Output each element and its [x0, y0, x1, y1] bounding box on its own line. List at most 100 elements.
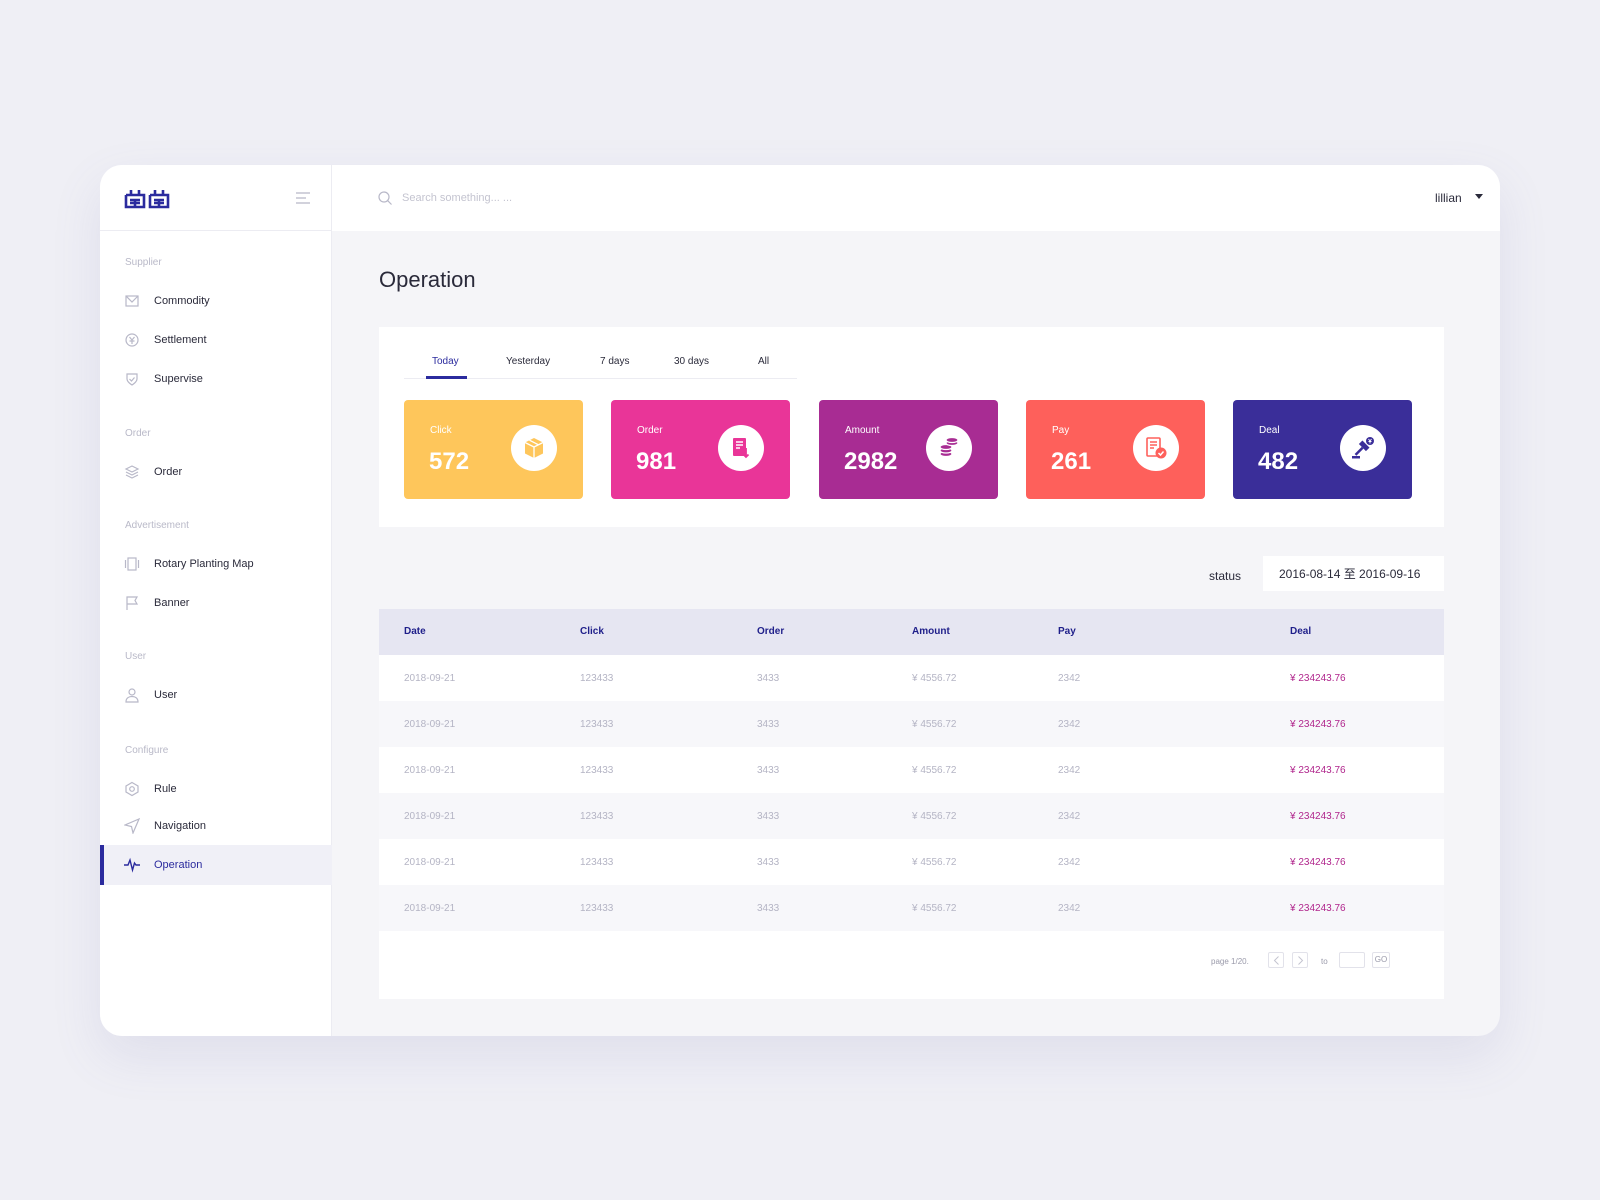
sidebar: Supplier Commodity Settlement Supervise …	[100, 165, 332, 1036]
cell-click: 123433	[580, 811, 614, 822]
top-bar: lillian	[332, 165, 1500, 231]
sidebar-item-label: Settlement	[154, 334, 207, 346]
column-header-order[interactable]: Order	[757, 626, 785, 637]
user-icon	[125, 688, 139, 703]
coins-icon	[926, 425, 972, 471]
sidebar-item-rule[interactable]: Rule	[100, 769, 332, 809]
sidebar-item-label: Commodity	[154, 295, 210, 307]
stat-card-order[interactable]: Order 981	[611, 400, 790, 499]
sidebar-item-label: Navigation	[154, 820, 206, 832]
chevron-left-icon	[1273, 956, 1279, 965]
tab-yesterday[interactable]: Yesterday	[506, 356, 551, 367]
status-label: status	[1209, 569, 1242, 583]
prev-page-button[interactable]	[1268, 952, 1284, 968]
stat-card-click[interactable]: Click 572	[404, 400, 583, 499]
sidebar-item-order[interactable]: Order	[100, 452, 332, 492]
cell-date: 2018-09-21	[404, 673, 456, 684]
next-page-button[interactable]	[1292, 952, 1308, 968]
tab-all[interactable]: All	[758, 356, 770, 367]
tab-today[interactable]: Today	[432, 356, 459, 367]
sidebar-item-label: Banner	[154, 597, 190, 609]
cell-deal: ¥ 234243.76	[1290, 673, 1346, 684]
section-title-advertisement: Advertisement	[125, 520, 189, 531]
section-title-user: User	[125, 651, 147, 662]
cell-amount: ¥ 4556.72	[912, 857, 957, 868]
logo-icon	[124, 190, 170, 209]
table-row[interactable]: 2018-09-21 123433 3433 ¥ 4556.72 2342 ¥ …	[379, 747, 1444, 793]
stat-card-value: 981	[636, 448, 677, 475]
tab-30-days[interactable]: 30 days	[674, 356, 710, 367]
time-range-tabs: Today Yesterday 7 days 30 days All	[404, 347, 797, 379]
cell-deal: ¥ 234243.76	[1290, 719, 1346, 730]
carousel-icon	[124, 557, 140, 571]
tab-7-days[interactable]: 7 days	[600, 356, 630, 367]
sidebar-item-supervise[interactable]: Supervise	[100, 359, 332, 399]
cell-deal: ¥ 234243.76	[1290, 857, 1346, 868]
table-row[interactable]: 2018-09-21 123433 3433 ¥ 4556.72 2342 ¥ …	[379, 793, 1444, 839]
menu-toggle-icon[interactable]	[296, 191, 310, 205]
sidebar-item-label: User	[154, 689, 178, 701]
receipt-download-icon	[718, 425, 764, 471]
stat-card-label: Pay	[1052, 425, 1070, 436]
shield-check-icon	[126, 373, 138, 386]
envelope-check-icon	[125, 295, 139, 307]
stats-panel: Today Yesterday 7 days 30 days All Click…	[379, 327, 1444, 527]
send-arrow-icon	[124, 818, 140, 834]
bill-check-icon	[1133, 425, 1179, 471]
table-row[interactable]: 2018-09-21 123433 3433 ¥ 4556.72 2342 ¥ …	[379, 885, 1444, 931]
column-header-pay[interactable]: Pay	[1058, 626, 1076, 637]
cell-deal: ¥ 234243.76	[1290, 811, 1346, 822]
sidebar-item-navigation[interactable]: Navigation	[100, 806, 332, 846]
search-input[interactable]	[402, 188, 662, 208]
sidebar-item-settlement[interactable]: Settlement	[100, 320, 332, 360]
column-header-amount[interactable]: Amount	[912, 626, 950, 637]
cell-click: 123433	[580, 765, 614, 776]
cell-amount: ¥ 4556.72	[912, 811, 957, 822]
cell-amount: ¥ 4556.72	[912, 765, 957, 776]
table-row[interactable]: 2018-09-21 123433 3433 ¥ 4556.72 2342 ¥ …	[379, 655, 1444, 701]
go-button[interactable]: GO	[1372, 952, 1390, 968]
cell-order: 3433	[757, 857, 780, 868]
sidebar-item-rotary-planting-map[interactable]: Rotary Planting Map	[100, 544, 332, 584]
cell-pay: 2342	[1058, 857, 1081, 868]
sidebar-item-user[interactable]: User	[100, 675, 332, 715]
column-header-date[interactable]: Date	[404, 626, 426, 637]
sidebar-item-label: Operation	[154, 859, 203, 871]
caret-down-icon[interactable]	[1474, 193, 1484, 201]
column-header-deal[interactable]: Deal	[1290, 626, 1312, 637]
section-title-order: Order	[125, 428, 151, 439]
column-header-click[interactable]: Click	[580, 626, 604, 637]
stat-card-label: Amount	[845, 425, 880, 436]
page-indicator: page 1/20.	[1211, 957, 1249, 966]
stat-card-value: 572	[429, 448, 470, 475]
page-number-input[interactable]	[1339, 952, 1365, 968]
table-row[interactable]: 2018-09-21 123433 3433 ¥ 4556.72 2342 ¥ …	[379, 839, 1444, 885]
sidebar-item-banner[interactable]: Banner	[100, 583, 332, 623]
app-window: Supplier Commodity Settlement Supervise …	[100, 165, 1500, 1036]
cell-click: 123433	[580, 903, 614, 914]
stat-card-deal[interactable]: Deal 482	[1233, 400, 1412, 499]
cell-date: 2018-09-21	[404, 719, 456, 730]
cell-amount: ¥ 4556.72	[912, 903, 957, 914]
stat-card-amount[interactable]: Amount 2982	[819, 400, 998, 499]
cell-click: 123433	[580, 673, 614, 684]
table-row[interactable]: 2018-09-21 123433 3433 ¥ 4556.72 2342 ¥ …	[379, 701, 1444, 747]
sidebar-item-commodity[interactable]: Commodity	[100, 281, 332, 321]
sidebar-item-label: Rule	[154, 783, 177, 795]
username[interactable]: lillian	[1435, 191, 1462, 205]
hexagon-gear-icon	[125, 781, 139, 797]
logo-row	[100, 165, 331, 231]
cell-date: 2018-09-21	[404, 857, 456, 868]
pulse-icon	[124, 857, 140, 873]
cell-order: 3433	[757, 811, 780, 822]
search-icon[interactable]	[378, 191, 392, 205]
page-to-label: to	[1321, 957, 1328, 966]
date-range-picker[interactable]: 2016-08-14 至 2016-09-16	[1263, 556, 1444, 591]
sidebar-item-operation[interactable]: Operation	[100, 845, 332, 885]
stat-card-value: 261	[1051, 448, 1092, 475]
cell-pay: 2342	[1058, 719, 1081, 730]
page-title: Operation	[379, 267, 476, 292]
stat-card-pay[interactable]: Pay 261	[1026, 400, 1205, 499]
cell-click: 123433	[580, 719, 614, 730]
sidebar-item-label: Supervise	[154, 373, 203, 385]
